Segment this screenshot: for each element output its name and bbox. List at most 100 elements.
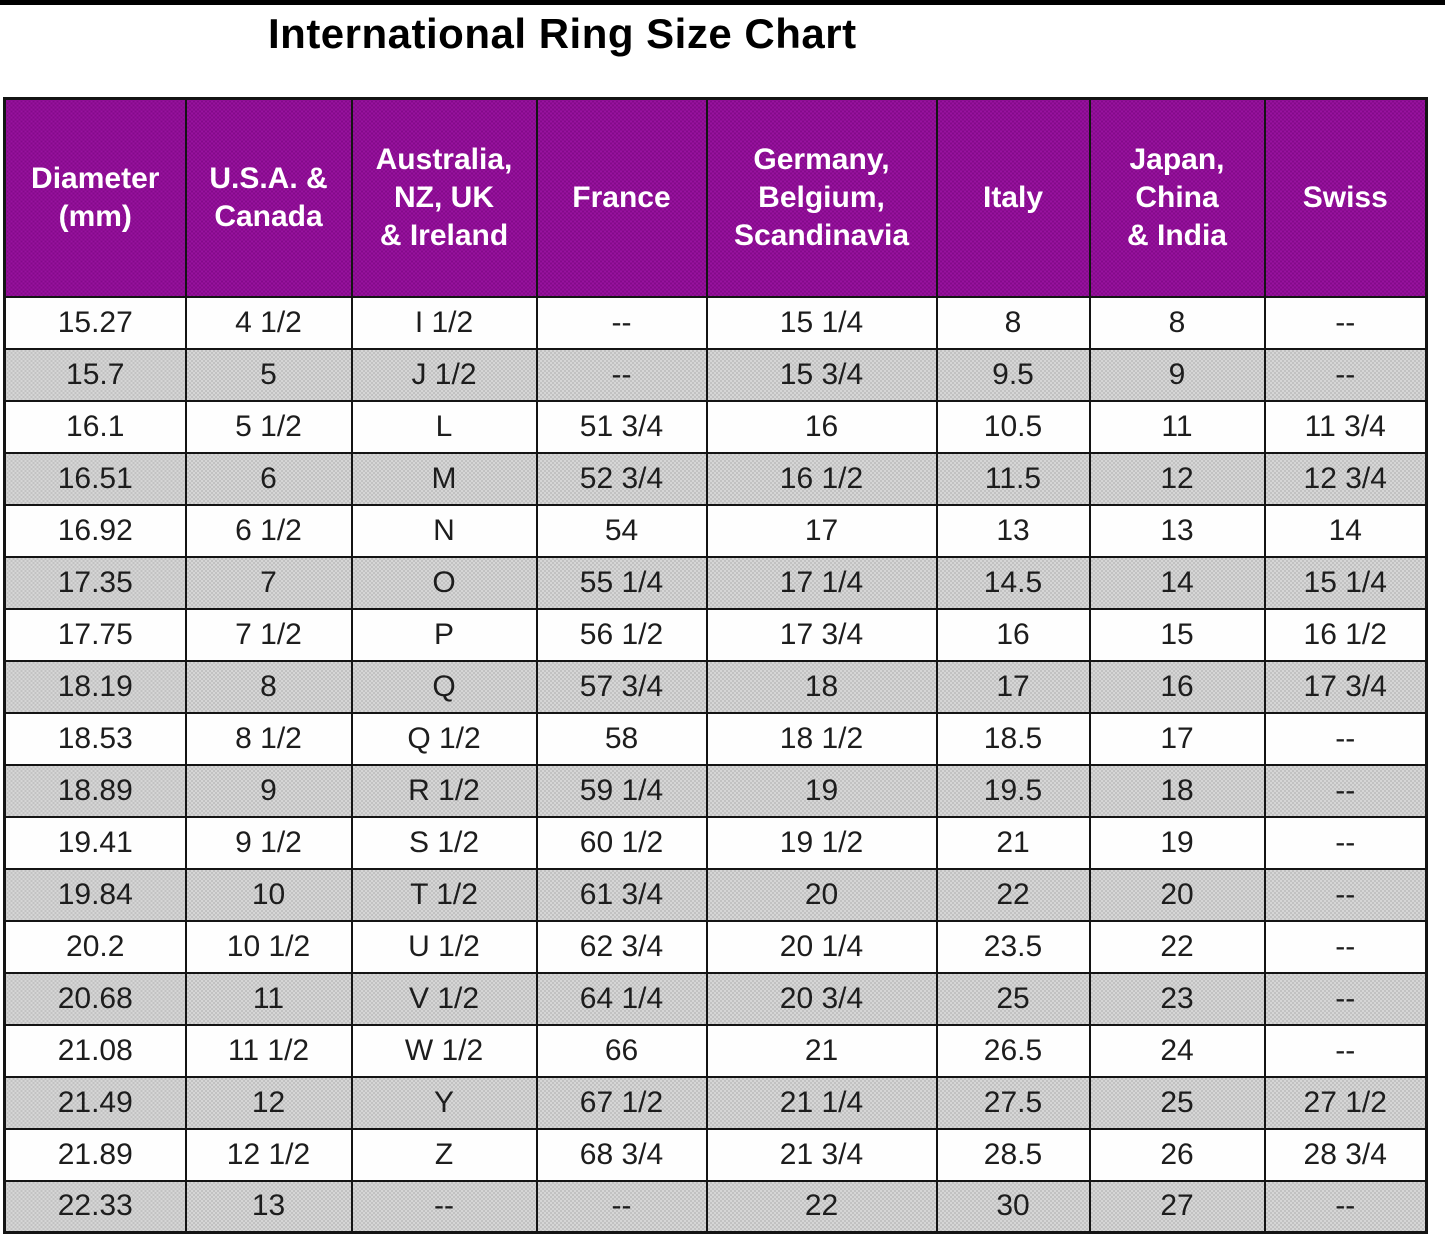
table-cell: -- xyxy=(1263,971,1428,1026)
table-cell: 18.53 xyxy=(3,711,187,766)
col-header-usa-canada: U.S.A. & Canada xyxy=(184,97,353,298)
table-cell: 28.5 xyxy=(935,1127,1091,1182)
table-cell: 8 xyxy=(1088,295,1266,350)
table-cell: -- xyxy=(1263,711,1428,766)
table-cell: 17 xyxy=(705,503,938,558)
table-cell: 26.5 xyxy=(935,1023,1091,1078)
table-body: 15.27 4 1/2 I 1/2 -- 15 1/4 8 8 -- 15.7 5 J 1/2 -- 1… xyxy=(3,295,1428,1234)
table-row: 21.08 11 1/2 W 1/2 66 21 26.5 24 -- xyxy=(3,1023,1428,1078)
table-cell: 27.5 xyxy=(935,1075,1091,1130)
table-cell: -- xyxy=(1263,1023,1428,1078)
table-row: 18.89 9 R 1/2 59 1/4 19 19.5 18 -- xyxy=(3,763,1428,818)
table-row: 17.35 7 O 55 1/4 17 1/4 14.5 14 15 1/4 xyxy=(3,555,1428,610)
table-cell: 11.5 xyxy=(935,451,1091,506)
table-cell: 61 3/4 xyxy=(535,867,708,922)
table-cell: T 1/2 xyxy=(350,867,538,922)
table-cell: 54 xyxy=(535,503,708,558)
table-cell: 18.5 xyxy=(935,711,1091,766)
table-row: 18.19 8 Q 57 3/4 18 17 16 17 3/4 xyxy=(3,659,1428,714)
table-cell: 16 1/2 xyxy=(705,451,938,506)
table-cell: Q 1/2 xyxy=(350,711,538,766)
table-cell: -- xyxy=(535,295,708,350)
table-cell: 23 xyxy=(1088,971,1266,1026)
col-header-france: France xyxy=(535,97,708,298)
table-cell: 66 xyxy=(535,1023,708,1078)
table-cell: 14 xyxy=(1088,555,1266,610)
table-cell: S 1/2 xyxy=(350,815,538,870)
table-cell: 18 xyxy=(705,659,938,714)
table-cell: 8 xyxy=(184,659,353,714)
ring-size-table: Diameter (mm) U.S.A. & Canada Australia,… xyxy=(3,97,1428,1234)
table-cell: 12 3/4 xyxy=(1263,451,1428,506)
table-cell: 15.27 xyxy=(3,295,187,350)
table-cell: 8 1/2 xyxy=(184,711,353,766)
table-cell: 10.5 xyxy=(935,399,1091,454)
table-cell: -- xyxy=(1263,1179,1428,1234)
table-cell: W 1/2 xyxy=(350,1023,538,1078)
col-header-japan-china-india: Japan, China & India xyxy=(1088,97,1266,298)
table-cell: 20 1/4 xyxy=(705,919,938,974)
table-cell: M xyxy=(350,451,538,506)
table-cell: 21 xyxy=(935,815,1091,870)
table-cell: 60 1/2 xyxy=(535,815,708,870)
table-cell: 10 1/2 xyxy=(184,919,353,974)
table-cell: 17.35 xyxy=(3,555,187,610)
table-cell: 15 1/4 xyxy=(705,295,938,350)
table-cell: 52 3/4 xyxy=(535,451,708,506)
table-cell: 19 xyxy=(1088,815,1266,870)
table-cell: 18.19 xyxy=(3,659,187,714)
table-cell: O xyxy=(350,555,538,610)
table-cell: I 1/2 xyxy=(350,295,538,350)
table-cell: 19 1/2 xyxy=(705,815,938,870)
table-cell: 13 xyxy=(1088,503,1266,558)
table-row: 17.75 7 1/2 P 56 1/2 17 3/4 16 15 16 1/2 xyxy=(3,607,1428,662)
table-cell: Y xyxy=(350,1075,538,1130)
table-cell: P xyxy=(350,607,538,662)
table-cell: 16.92 xyxy=(3,503,187,558)
table-cell: N xyxy=(350,503,538,558)
table-cell: 19.5 xyxy=(935,763,1091,818)
table-row: 16.1 5 1/2 L 51 3/4 16 10.5 11 11 3/4 xyxy=(3,399,1428,454)
table-cell: 57 3/4 xyxy=(535,659,708,714)
col-header-australia-nz-uk-ireland: Australia, NZ, UK & Ireland xyxy=(350,97,538,298)
table-cell: 17 xyxy=(1088,711,1266,766)
table-cell: -- xyxy=(1263,295,1428,350)
table-cell: 21.49 xyxy=(3,1075,187,1130)
table-cell: 21.08 xyxy=(3,1023,187,1078)
table-cell: 30 xyxy=(935,1179,1091,1234)
table-cell: -- xyxy=(1263,347,1428,402)
table-cell: 6 1/2 xyxy=(184,503,353,558)
table-cell: 25 xyxy=(935,971,1091,1026)
table-cell: 11 xyxy=(1088,399,1266,454)
table-cell: V 1/2 xyxy=(350,971,538,1026)
table-cell: 15 xyxy=(1088,607,1266,662)
table-cell: 10 xyxy=(184,867,353,922)
table-cell: 68 3/4 xyxy=(535,1127,708,1182)
table-cell: 51 3/4 xyxy=(535,399,708,454)
table-cell: 20 3/4 xyxy=(705,971,938,1026)
table-cell: 12 1/2 xyxy=(184,1127,353,1182)
table-row: 15.7 5 J 1/2 -- 15 3/4 9.5 9 -- xyxy=(3,347,1428,402)
table-cell: 17 3/4 xyxy=(705,607,938,662)
table-cell: 19.41 xyxy=(3,815,187,870)
page-title: International Ring Size Chart xyxy=(268,10,857,57)
table-cell: 21 xyxy=(705,1023,938,1078)
header-row: Diameter (mm) U.S.A. & Canada Australia,… xyxy=(3,97,1428,298)
table-cell: 15.7 xyxy=(3,347,187,402)
table-cell: 19.84 xyxy=(3,867,187,922)
table-row: 22.33 13 -- -- 22 30 27 -- xyxy=(3,1179,1428,1234)
table-row: 16.92 6 1/2 N 54 17 13 13 14 xyxy=(3,503,1428,558)
table-row: 19.84 10 T 1/2 61 3/4 20 22 20 -- xyxy=(3,867,1428,922)
table-cell: 17 3/4 xyxy=(1263,659,1428,714)
table-cell: 11 xyxy=(184,971,353,1026)
table-cell: 18 xyxy=(1088,763,1266,818)
table-cell: R 1/2 xyxy=(350,763,538,818)
table-cell: 14 xyxy=(1263,503,1428,558)
table-cell: 5 1/2 xyxy=(184,399,353,454)
top-border-bar xyxy=(0,0,1445,5)
table-cell: 18 1/2 xyxy=(705,711,938,766)
table-cell: 17.75 xyxy=(3,607,187,662)
table-row: 20.68 11 V 1/2 64 1/4 20 3/4 25 23 -- xyxy=(3,971,1428,1026)
table-row: 19.41 9 1/2 S 1/2 60 1/2 19 1/2 21 19 -- xyxy=(3,815,1428,870)
table-cell: 5 xyxy=(184,347,353,402)
